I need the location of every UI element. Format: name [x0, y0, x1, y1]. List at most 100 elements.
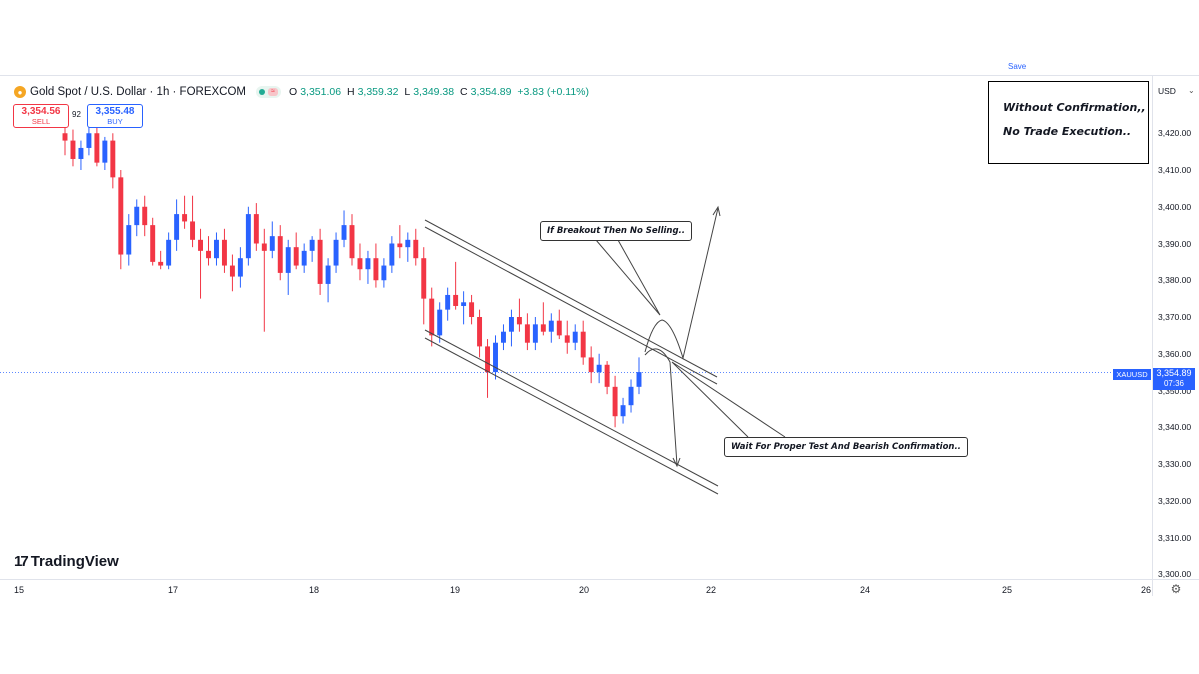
candle-body — [301, 250, 307, 266]
price-axis[interactable] — [1152, 76, 1199, 596]
price-tick-label: 3,390.00 — [1158, 238, 1192, 249]
price-tick-label: 3,420.00 — [1158, 128, 1192, 139]
candle-body — [237, 258, 243, 277]
time-axis[interactable] — [0, 579, 1199, 600]
candle-body — [309, 239, 315, 251]
candle-body — [62, 133, 68, 141]
sell-button[interactable]: 3,354.56 SELL — [13, 104, 69, 128]
candle-body — [158, 261, 164, 266]
ohlc-close-label: C — [460, 86, 468, 98]
candle-body — [261, 243, 267, 251]
top-toolbar — [0, 56, 1199, 76]
candle-body — [221, 239, 227, 266]
callout-breakout[interactable]: If Breakout Then No Selling.. — [540, 221, 693, 241]
candle-body — [580, 331, 586, 358]
breakout-arrowhead — [712, 205, 721, 217]
candle-body — [445, 294, 451, 310]
price-tick-label: 3,340.00 — [1158, 422, 1192, 433]
ohlc-low: 3,349.38 — [413, 86, 455, 98]
candle-body — [508, 317, 514, 332]
gold-coin-icon: ● — [14, 86, 26, 98]
candle-body — [206, 250, 211, 259]
candle-body — [150, 225, 156, 262]
candle-body — [333, 239, 339, 266]
candle-body — [70, 140, 76, 159]
price-tick-label: 3,350.00 — [1158, 385, 1192, 396]
candle-body — [628, 386, 634, 406]
callout-wait-pointer — [671, 361, 786, 438]
current-price-tag: 3,354.89 07:36 — [1153, 368, 1195, 390]
candle-body — [245, 214, 251, 259]
sell-price: 3,354.56 — [21, 106, 61, 117]
candle-body — [493, 342, 498, 373]
callout-wait[interactable]: Wait For Proper Test And Bearish Confirm… — [724, 437, 968, 457]
symbol-price-tag: XAUUSD — [1113, 369, 1151, 380]
current-price: 3,354.89 — [1156, 368, 1192, 378]
symbol-title[interactable]: Gold Spot / U.S. Dollar · 1h · FOREXCOM — [30, 86, 247, 98]
callout-breakout-pointer — [595, 239, 661, 316]
candle-body — [166, 239, 172, 266]
market-status[interactable]: ≈ — [256, 86, 282, 98]
candle-body — [365, 258, 371, 270]
candle-body — [596, 364, 602, 373]
candle-body — [532, 324, 538, 343]
candle-body — [373, 258, 379, 281]
candle-body — [349, 225, 355, 259]
candle-body — [469, 302, 475, 317]
currency-selector[interactable]: USD — [1158, 86, 1176, 96]
time-tick-label: 17 — [168, 585, 179, 595]
gear-icon[interactable]: ⚙ — [1170, 582, 1182, 596]
candle-body — [389, 243, 395, 266]
candle-body — [588, 357, 594, 373]
candle-body — [548, 320, 554, 332]
note-line-1: Without Confirmation,, — [1003, 101, 1146, 114]
candle-body — [461, 302, 467, 306]
symbol-header: ● Gold Spot / U.S. Dollar · 1h · FOREXCO… — [14, 84, 589, 100]
tradingview-logo-text: TradingView — [30, 553, 119, 570]
time-tick-label: 15 — [14, 585, 25, 595]
ohlc-change: +3.83 (+0.11%) — [517, 86, 590, 98]
channel-line — [424, 219, 718, 378]
candle-body — [413, 239, 419, 259]
channel-line — [424, 337, 719, 495]
candle-body — [636, 372, 642, 387]
price-tick-label: 3,400.00 — [1158, 201, 1192, 212]
candle-body — [182, 214, 188, 222]
price-tick-label: 3,380.00 — [1158, 275, 1192, 286]
candle-body — [612, 386, 618, 417]
candle-body — [102, 140, 108, 163]
candle-body — [269, 236, 275, 251]
candle-body — [253, 214, 259, 244]
time-tick-label: 22 — [706, 585, 717, 595]
breakout-path — [644, 207, 719, 360]
candle-body — [453, 294, 459, 306]
chevron-down-icon[interactable]: ⌄ — [1188, 86, 1195, 95]
buy-button[interactable]: 3,355.48 BUY — [87, 104, 143, 128]
time-tick-label: 26 — [1141, 585, 1152, 595]
ohlc-high: 3,359.32 — [357, 86, 399, 98]
rejection-arrowhead — [672, 457, 681, 468]
channel-line — [424, 329, 719, 487]
ohlc-close: 3,354.89 — [470, 86, 512, 98]
candle-body — [556, 320, 562, 336]
candle-body — [604, 364, 610, 387]
note-box[interactable]: Without Confirmation,, No Trade Executio… — [988, 81, 1149, 164]
price-tick-label: 3,370.00 — [1158, 312, 1192, 322]
market-open-icon — [259, 89, 266, 95]
save-button[interactable]: Save — [1008, 62, 1027, 71]
time-tick-label: 25 — [1002, 585, 1013, 595]
sell-label: SELL — [31, 117, 51, 126]
candle-body — [516, 317, 522, 325]
tradingview-logo: 17 TradingView — [14, 553, 119, 570]
price-tick-label: 3,330.00 — [1158, 459, 1192, 469]
candle-body — [277, 236, 283, 273]
candle-body — [198, 239, 203, 251]
candle-body — [397, 243, 403, 248]
candle-body — [540, 324, 546, 332]
candle-body — [214, 239, 219, 259]
candle-body — [405, 239, 411, 248]
candle-body — [293, 247, 299, 266]
candle-body — [357, 258, 363, 270]
